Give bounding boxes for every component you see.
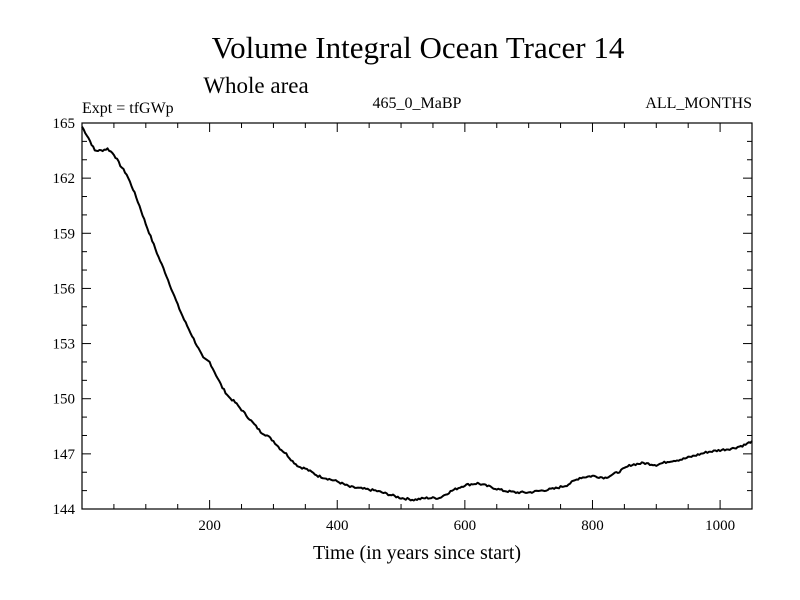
- x-tick-label: 800: [581, 518, 604, 534]
- axis-tick-labels: 200 400 600 800 1000 144 147 150 153 156 159 162 165: [53, 116, 736, 534]
- y-tick-label: 150: [53, 392, 76, 408]
- annotation-left: Expt = tfGWp: [82, 100, 174, 117]
- plot-frame: [81, 122, 753, 510]
- y-tick-label: 147: [53, 447, 76, 463]
- x-tick-label: 200: [198, 518, 221, 534]
- y-tick-label: 144: [53, 502, 76, 518]
- x-axis-label: Time (in years since start): [313, 542, 521, 564]
- y-tick-label: 159: [53, 226, 76, 242]
- axis-ticks: [82, 123, 752, 509]
- chart-subtitle: Whole area: [203, 73, 308, 98]
- y-tick-label: 153: [53, 337, 76, 353]
- y-tick-label: 165: [53, 116, 76, 132]
- annotation-right: ALL_MONTHS: [645, 95, 752, 112]
- y-tick-label: 162: [53, 171, 76, 187]
- annotation-center: 465_0_MaBP: [373, 95, 462, 112]
- x-tick-label: 600: [454, 518, 477, 534]
- y-tick-label: 156: [53, 281, 76, 297]
- x-tick-label: 400: [326, 518, 349, 534]
- series-line: [81, 126, 753, 502]
- x-tick-label: 1000: [705, 518, 735, 534]
- chart-title: Volume Integral Ocean Tracer 14: [212, 30, 625, 65]
